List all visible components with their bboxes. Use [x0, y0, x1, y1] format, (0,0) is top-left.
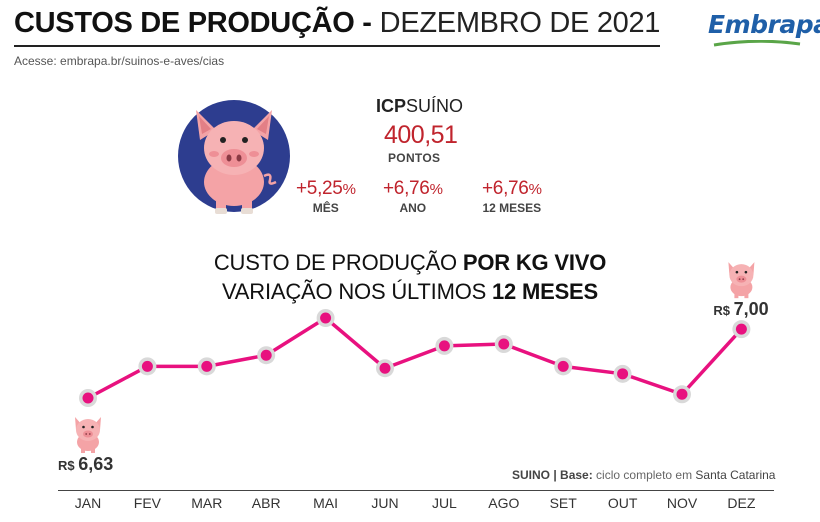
variation-month-value: +5,25 [296, 178, 343, 199]
embrapa-logo: Embrapa [708, 10, 820, 39]
icp-label-bold: ICP [376, 96, 407, 116]
variation-year-value: +6,76 [383, 178, 430, 199]
x-tick-label-mar: MAR [191, 495, 222, 511]
x-tick-label-abr: ABR [252, 495, 281, 511]
x-tick-label-dez: DEZ [727, 495, 755, 511]
variation-year-label: ANO [399, 201, 427, 215]
x-tick-label-mai: MAI [313, 495, 338, 511]
series-line [87, 316, 743, 400]
variation-month: +5,25% MÊS [296, 178, 356, 215]
data-point-ago [498, 338, 510, 350]
x-axis-line [58, 490, 774, 491]
pig-badge [178, 96, 294, 223]
pig-marker-icon-jan [75, 417, 101, 453]
icp-label: ICPSUÍNO [376, 96, 463, 117]
data-point-dez [735, 323, 747, 335]
pig-illustration-icon [178, 100, 290, 214]
data-point-mar [201, 360, 213, 372]
x-tick-label-jun: JUN [371, 495, 398, 511]
chart-heading-line1: CUSTO DE PRODUÇÃO POR KG VIVO [0, 250, 820, 276]
data-point-fev [141, 360, 153, 372]
variation-year: +6,76% ANO [383, 178, 443, 215]
variation-12-months: +6,76% 12 MESES [482, 178, 542, 215]
data-point-out [617, 368, 629, 380]
chart-heading-line2-normal: VARIAÇÃO NOS ÚLTIMOS [221, 279, 492, 304]
data-point-abr [260, 349, 272, 361]
chart-heading-line1-bold: POR KG VIVO [462, 250, 607, 275]
data-point-set [557, 360, 569, 372]
variation-month-pct: % [342, 181, 356, 198]
pig-marker-icon-dez [728, 262, 755, 299]
source-link-text: Acesse: embrapa.br/suinos-e-aves/cias [14, 54, 225, 68]
logo-swoosh-icon [713, 40, 801, 47]
x-tick-label-jan: JAN [75, 495, 101, 511]
variation-month-label: MÊS [312, 201, 339, 215]
icp-label-rest: SUÍNO [406, 96, 464, 116]
data-point-jun [379, 362, 391, 374]
chart-heading-line2-bold: 12 MESES [492, 279, 599, 304]
x-tick-label-out: OUT [608, 495, 638, 511]
page-title: CUSTOS DE PRODUÇÃO - DEZEMBRO DE 2021 [14, 4, 660, 42]
chart-heading-line1-normal: CUSTO DE PRODUÇÃO [213, 250, 463, 275]
variation-12-months-value: +6,76 [482, 178, 529, 199]
page-title-date: DEZEMBRO DE 2021 [379, 7, 661, 39]
data-point-mai [320, 312, 332, 324]
data-point-nov [676, 388, 688, 400]
icp-value: 400,51 [384, 121, 458, 149]
data-point-jul [438, 340, 450, 352]
annotation-jan: R$ 6,63 [58, 454, 113, 474]
variation-year-pct: % [429, 181, 443, 198]
page-title-bold: CUSTOS DE PRODUÇÃO - [14, 7, 372, 39]
x-tick-label-set: SET [550, 495, 578, 511]
x-tick-label-ago: AGO [488, 495, 519, 511]
x-tick-label-fev: FEV [134, 495, 162, 511]
footnote-light: ciclo completo em [592, 468, 696, 482]
footnote-bold: SUINO | Base: [512, 468, 593, 482]
icp-unit: PONTOS [388, 151, 441, 165]
chart-footnote: SUINO | Base: ciclo completo em Santa Ca… [512, 468, 775, 482]
x-tick-label-jul: JUL [432, 495, 457, 511]
x-tick-label-nov: NOV [667, 495, 698, 511]
annotation-dez: R$ 7,00 [713, 299, 768, 319]
title-divider [14, 45, 660, 47]
data-point-jan [82, 392, 94, 404]
footnote-region: Santa Catarina [695, 468, 776, 482]
variation-12-months-label: 12 MESES [482, 201, 542, 215]
chart-heading-line2: VARIAÇÃO NOS ÚLTIMOS 12 MESES [0, 279, 820, 305]
variation-12-months-pct: % [528, 181, 542, 198]
